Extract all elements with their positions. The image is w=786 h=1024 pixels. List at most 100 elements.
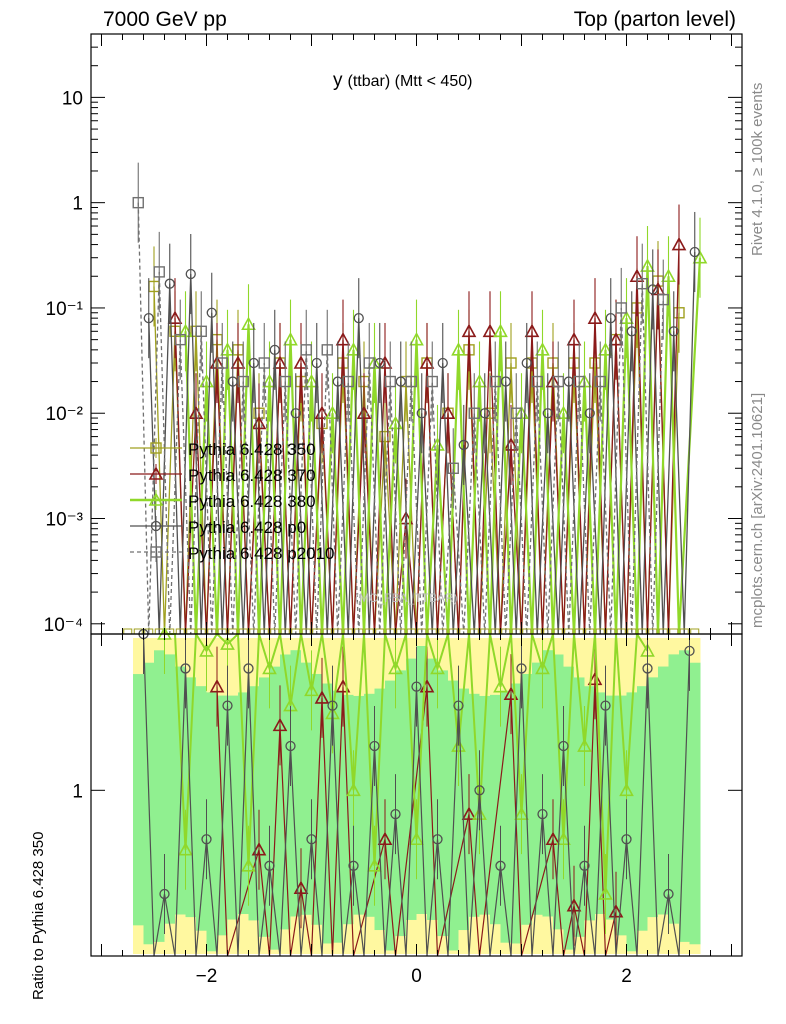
data-point bbox=[346, 342, 361, 356]
data-point bbox=[363, 357, 375, 369]
data-point bbox=[279, 375, 291, 388]
data-point bbox=[167, 310, 183, 324]
ratio-point bbox=[514, 806, 529, 820]
ratio-point bbox=[516, 663, 527, 674]
mcplots-label: mcplots.cern.ch [arXiv:2401.10621] bbox=[749, 392, 766, 628]
band-green bbox=[154, 650, 165, 942]
ratio-point bbox=[474, 785, 485, 796]
data-point bbox=[332, 376, 343, 387]
data-point bbox=[262, 373, 277, 388]
ratio-point bbox=[587, 671, 603, 686]
data-point bbox=[293, 355, 309, 369]
data-point bbox=[300, 344, 312, 356]
y-tick-label: 10⁻² bbox=[46, 404, 84, 425]
data-point bbox=[458, 439, 469, 451]
data-point bbox=[426, 375, 438, 388]
ratio-point bbox=[262, 660, 277, 675]
data-point bbox=[647, 284, 658, 295]
ratio-series-2 bbox=[138, 628, 695, 957]
band-green bbox=[647, 677, 659, 918]
main-series-group bbox=[123, 162, 708, 635]
data-point bbox=[132, 196, 144, 209]
band-green bbox=[133, 674, 144, 926]
data-point bbox=[230, 355, 246, 369]
band-green bbox=[185, 677, 197, 918]
band-green bbox=[521, 673, 533, 925]
legend: Pythia 6.428 350 Pythia 6.428 370 Pythia 6… bbox=[130, 438, 335, 563]
plot-title-main: y bbox=[333, 70, 343, 91]
ratio-ylabel: Ratio to Pythia 6.428 350 bbox=[30, 831, 47, 1000]
data-point bbox=[573, 375, 585, 388]
ratio-point bbox=[327, 700, 338, 711]
band-green bbox=[395, 670, 407, 937]
data-point bbox=[195, 325, 207, 338]
data-point bbox=[668, 326, 679, 337]
band-green bbox=[658, 666, 669, 915]
band-green bbox=[595, 692, 606, 915]
data-point bbox=[227, 376, 238, 387]
ratio-tick-label: 1 bbox=[72, 781, 83, 802]
data-point bbox=[395, 376, 406, 387]
ratio-point bbox=[451, 738, 466, 752]
ratio-point bbox=[621, 834, 632, 845]
legend-marker bbox=[150, 520, 162, 532]
ratio-point bbox=[411, 681, 422, 692]
data-point bbox=[472, 373, 487, 388]
ratio-point bbox=[199, 643, 214, 657]
ratio-point bbox=[180, 663, 191, 674]
data-point bbox=[542, 408, 553, 419]
ratio-point bbox=[209, 678, 225, 693]
ratio-point bbox=[579, 860, 590, 871]
band-green bbox=[469, 693, 480, 917]
legend-label: Pythia 6.428 p0 bbox=[188, 518, 306, 537]
ratio-point bbox=[461, 806, 477, 820]
band-green bbox=[427, 658, 438, 920]
data-point bbox=[283, 331, 298, 346]
series-3 bbox=[143, 211, 700, 635]
ratio-point bbox=[556, 831, 571, 846]
data-point bbox=[377, 355, 393, 369]
x-tick-label: 2 bbox=[621, 966, 632, 987]
data-point bbox=[185, 268, 196, 280]
data-point bbox=[619, 310, 634, 324]
ratio-point bbox=[432, 834, 443, 845]
data-point bbox=[510, 407, 522, 419]
band-green bbox=[616, 695, 627, 936]
ratio-point bbox=[684, 645, 695, 657]
ratio-point bbox=[430, 660, 445, 675]
ratio-point bbox=[598, 886, 613, 900]
data-point bbox=[384, 375, 396, 388]
data-point bbox=[640, 258, 655, 272]
data-point bbox=[237, 375, 249, 388]
data-point bbox=[248, 357, 259, 369]
band-green bbox=[668, 654, 680, 924]
ratio-point bbox=[241, 858, 256, 872]
ratio-point bbox=[178, 842, 193, 856]
data-point bbox=[493, 323, 508, 338]
data-point bbox=[626, 326, 637, 337]
ratio-point bbox=[545, 831, 561, 846]
band-green bbox=[532, 662, 543, 915]
ratio-point bbox=[642, 663, 653, 674]
band-green bbox=[626, 692, 638, 952]
y-tick-label: 10⁻¹ bbox=[46, 299, 84, 320]
band-green bbox=[500, 690, 512, 943]
legend-marker bbox=[148, 466, 164, 480]
data-point bbox=[220, 342, 235, 356]
data-point bbox=[563, 376, 574, 387]
x-tick-label: −2 bbox=[196, 966, 218, 987]
data-point bbox=[188, 405, 204, 420]
floor-marker bbox=[690, 628, 700, 635]
legend-marker bbox=[150, 442, 162, 454]
legend-marker bbox=[150, 546, 162, 558]
ratio-point bbox=[285, 740, 296, 752]
series-4 bbox=[132, 162, 669, 635]
ratio-point bbox=[600, 700, 611, 711]
band-green bbox=[290, 650, 302, 917]
ratio-point bbox=[251, 842, 267, 856]
y-tick-label: 10⁻³ bbox=[46, 510, 84, 531]
band-green bbox=[542, 650, 554, 917]
ratio-point bbox=[201, 834, 212, 845]
data-point bbox=[409, 331, 424, 346]
